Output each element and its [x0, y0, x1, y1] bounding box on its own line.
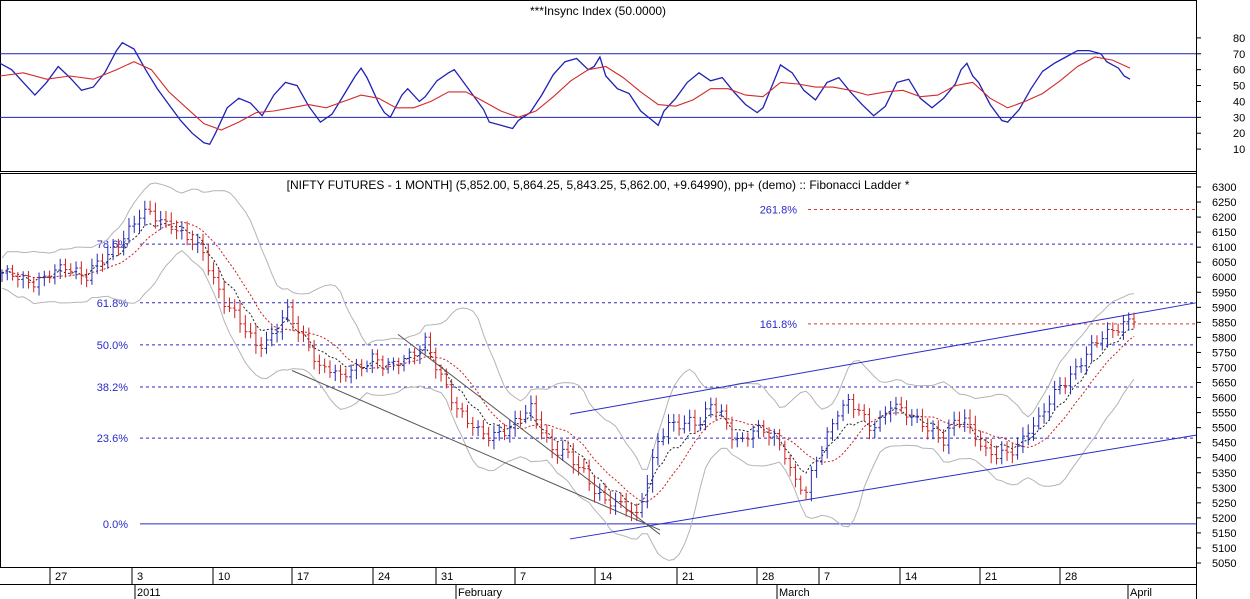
- month-label: 2011: [137, 587, 161, 599]
- x-tick-label: 28: [1065, 571, 1077, 583]
- x-tick-label: 21: [985, 571, 997, 583]
- x-tick-label: 7: [824, 571, 830, 583]
- moving-average-red: [1, 221, 1135, 502]
- month-label: March: [779, 587, 810, 599]
- x-tick-label: 31: [441, 571, 453, 583]
- x-tick-label: 21: [682, 571, 694, 583]
- x-tick-label: 17: [297, 571, 309, 583]
- fib-extension-label: 161.8%: [760, 319, 798, 331]
- price-tick-label: 6050: [1212, 257, 1236, 269]
- lower-channel-line: [569, 434, 1197, 540]
- price-tick-label: 5350: [1212, 468, 1236, 480]
- series-index: [0, 41, 1131, 146]
- price-title: [NIFTY FUTURES - 1 MONTH] (5,852.00, 5,8…: [287, 178, 910, 192]
- price-tick-label: 5500: [1212, 423, 1236, 435]
- fib-level-label: 38.2%: [97, 382, 128, 394]
- price-tick-label: 5950: [1212, 287, 1236, 299]
- x-tick-label: 14: [905, 571, 917, 583]
- x-tick-label: 7: [520, 571, 526, 583]
- x-tick-label: 3: [137, 571, 143, 583]
- price-plot: 0.0% 23.6% 38.2% 50.0% 61.8% 78.6% 261.8% 161.8…: [0, 182, 1197, 561]
- price-tick-label: 5250: [1212, 498, 1236, 510]
- price-tick-label: 5850: [1212, 317, 1236, 329]
- price-tick-label: 5400: [1212, 453, 1236, 465]
- month-label: February: [458, 587, 503, 599]
- indicator-plot: [0, 41, 1196, 146]
- indicator-tick-label: 50: [1233, 81, 1245, 93]
- price-tick-label: 5750: [1212, 347, 1236, 359]
- indicator-title: ***Insync Index (50.0000): [530, 4, 666, 18]
- month-label: April: [1130, 587, 1152, 599]
- x-tick-label: 14: [600, 571, 612, 583]
- upper-channel-line: [569, 302, 1197, 415]
- indicator-tick-label: 40: [1233, 96, 1245, 108]
- price-tick-label: 5050: [1212, 558, 1236, 570]
- price-tick-label: 5650: [1212, 378, 1236, 390]
- fib-level-label: 23.6%: [97, 433, 128, 445]
- price-tick-label: 6200: [1212, 212, 1236, 224]
- price-tick-label: 6300: [1212, 182, 1236, 194]
- lower-band: [1, 250, 1135, 561]
- fib-level-label: 50.0%: [97, 340, 128, 352]
- price-tick-label: 5600: [1212, 393, 1236, 405]
- price-tick-label: 5100: [1212, 543, 1236, 555]
- x-tick-label: 27: [55, 571, 67, 583]
- price-tick-label: 6250: [1212, 197, 1236, 209]
- price-tick-label: 5800: [1212, 332, 1236, 344]
- price-tick-label: 6100: [1212, 242, 1236, 254]
- price-tick-label: 5450: [1212, 438, 1236, 450]
- x-tick-label: 24: [378, 571, 390, 583]
- fib-level-label: 0.0%: [103, 519, 128, 531]
- axis-labels: 10 20 30 40 50 60 70 80 5050 5100 5150 5200 5250 5300…: [49, 33, 1245, 599]
- indicator-tick-label: 10: [1233, 144, 1245, 156]
- indicator-tick-label: 70: [1233, 49, 1245, 61]
- x-tick-label: 10: [218, 571, 230, 583]
- price-tick-label: 5700: [1212, 362, 1236, 374]
- fib-level-label: 78.6%: [97, 239, 128, 251]
- price-tick-label: 6000: [1212, 272, 1236, 284]
- indicator-panel-frame: [0, 0, 1197, 172]
- fib-extension-label: 261.8%: [760, 205, 798, 217]
- downtrend-line-lower: [291, 370, 661, 531]
- upper-band: [1, 182, 1135, 470]
- price-panel-frame: [0, 173, 1197, 568]
- price-tick-label: 5900: [1212, 302, 1236, 314]
- series-signal: [0, 56, 1131, 131]
- fib-level-label: 61.8%: [97, 298, 128, 310]
- indicator-tick-label: 80: [1233, 33, 1245, 45]
- indicator-tick-label: 60: [1233, 65, 1245, 77]
- moving-average-black: [1, 222, 1135, 507]
- price-tick-label: 5550: [1212, 408, 1236, 420]
- price-tick-label: 5200: [1212, 513, 1236, 525]
- indicator-tick-label: 30: [1233, 112, 1245, 124]
- price-tick-label: 5150: [1212, 528, 1236, 540]
- indicator-tick-label: 20: [1233, 128, 1245, 140]
- x-tick-label: 28: [762, 571, 774, 583]
- price-tick-label: 5300: [1212, 483, 1236, 495]
- price-tick-label: 6150: [1212, 227, 1236, 239]
